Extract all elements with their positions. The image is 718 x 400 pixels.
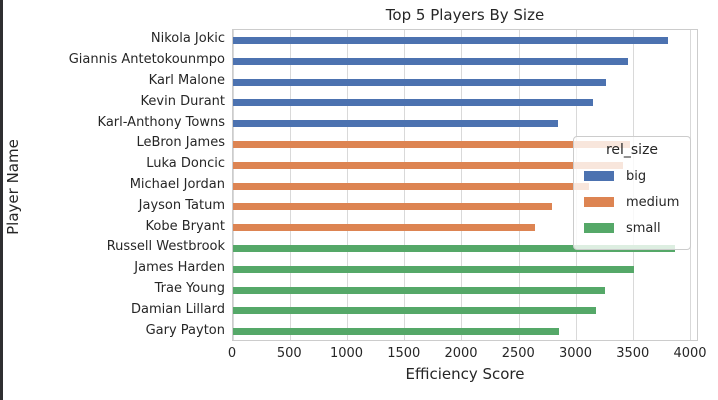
bar-luka-doncic <box>233 161 624 169</box>
bar-karl-malone <box>233 78 607 86</box>
y-axis-label: Player Name <box>4 139 22 235</box>
y-tick-jayson-tatum: Jayson Tatum <box>138 197 225 213</box>
bar-damian-lillard <box>233 307 596 315</box>
legend-entry-small: small <box>582 215 682 241</box>
legend-label-big: big <box>626 168 647 184</box>
y-tick-michael-jordan: Michael Jordan <box>129 177 225 192</box>
bar-kobe-bryant <box>233 224 536 232</box>
y-tick-damian-lillard: Damian Lillard <box>130 301 225 317</box>
legend-label-medium: medium <box>626 194 680 210</box>
bar-lebron-james <box>233 140 631 148</box>
y-tick-trae-young: Trae Young <box>154 281 225 296</box>
legend-entry-big: big <box>582 163 682 189</box>
bar-james-harden <box>233 265 634 273</box>
x-tick-1000: 1000 <box>329 346 364 361</box>
x-tick-3500: 3500 <box>616 346 650 361</box>
legend: rel_size big medium small <box>573 136 691 250</box>
y-tick-lebron-james: LeBron James <box>136 135 225 151</box>
y-tick-giannis-antetokounmpo: Giannis Antetokounmpo <box>68 52 225 68</box>
x-tick-4000: 4000 <box>673 346 707 361</box>
bar-kevin-durant <box>233 99 593 107</box>
x-tick-3000: 3000 <box>558 346 593 361</box>
bar-trae-young <box>233 286 606 294</box>
y-tick-kobe-bryant: Kobe Bryant <box>145 218 225 234</box>
y-tick-luka-doncic: Luka Doncic <box>146 156 225 172</box>
x-tick-2500: 2500 <box>501 346 535 361</box>
x-tick-0: 0 <box>227 346 237 361</box>
y-tick-nikola-jokic: Nikola Jokic <box>150 31 225 47</box>
bar-giannis-antetokounmpo <box>233 57 628 65</box>
legend-entries: big medium small <box>582 163 682 241</box>
legend-title: rel_size <box>605 142 659 158</box>
y-tick-labels: Nikola Jokic Giannis Antetokounmpo Karl Ma… <box>0 29 225 341</box>
bar-karl-anthony-towns <box>233 120 559 128</box>
legend-label-small: small <box>626 220 661 236</box>
x-tick-500: 500 <box>276 346 302 361</box>
legend-swatch-small <box>584 223 614 233</box>
y-tick-james-harden: James Harden <box>134 260 225 276</box>
chart-title: Top 5 Players By Size <box>385 6 545 24</box>
legend-swatch-big <box>584 171 614 181</box>
y-tick-karl-anthony-towns: Karl-Anthony Towns <box>97 114 225 130</box>
plot-area: rel_size big medium small <box>232 29 698 341</box>
bar-russell-westbrook <box>233 244 675 252</box>
x-tick-2000: 2000 <box>444 346 478 361</box>
bar-michael-jordan <box>233 182 590 190</box>
x-tick-1500: 1500 <box>387 346 421 361</box>
window-left-border <box>0 0 3 400</box>
x-tick-labels: 0 500 1000 1500 2000 2500 3000 3500 4000 <box>0 346 718 362</box>
bar-jayson-tatum <box>233 203 553 211</box>
bar-gary-payton <box>233 328 560 336</box>
bar-nikola-jokic <box>233 36 669 44</box>
y-tick-russell-westbrook: Russell Westbrook <box>106 239 225 255</box>
legend-entry-medium: medium <box>582 189 682 215</box>
y-tick-gary-payton: Gary Payton <box>145 322 225 338</box>
y-tick-kevin-durant: Kevin Durant <box>140 93 225 109</box>
legend-swatch-medium <box>584 197 614 207</box>
y-tick-karl-malone: Karl Malone <box>148 73 225 88</box>
x-axis-label: Efficiency Score <box>405 365 525 383</box>
